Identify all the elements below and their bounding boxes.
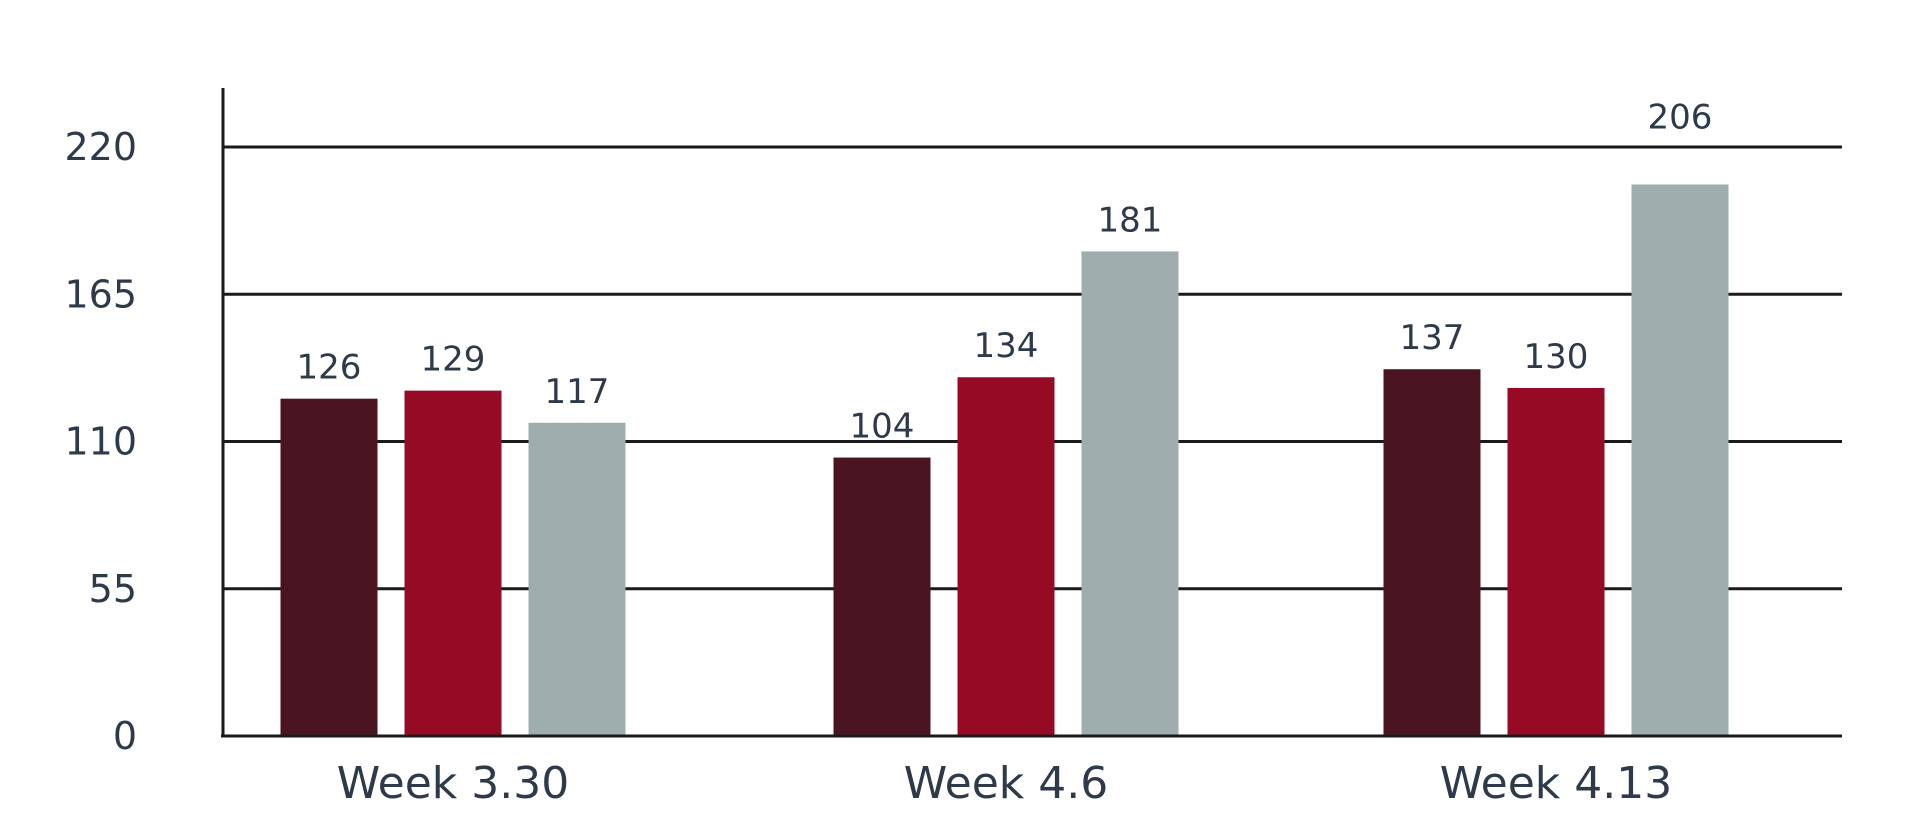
bar bbox=[528, 422, 626, 736]
data-label: 134 bbox=[974, 326, 1039, 366]
y-tick-label: 0 bbox=[113, 714, 137, 758]
data-label: 104 bbox=[850, 407, 915, 447]
bar bbox=[404, 390, 502, 736]
data-label: 137 bbox=[1400, 318, 1465, 358]
bar bbox=[1383, 369, 1481, 736]
y-tick-label: 110 bbox=[64, 420, 137, 464]
bar bbox=[1507, 387, 1605, 736]
bar bbox=[957, 377, 1055, 736]
bar bbox=[1081, 251, 1179, 736]
y-tick-label: 55 bbox=[89, 567, 137, 611]
data-label: 130 bbox=[1524, 337, 1589, 377]
data-label: 181 bbox=[1098, 200, 1163, 240]
y-tick-label: 165 bbox=[64, 272, 137, 316]
bar bbox=[1631, 184, 1729, 736]
labels: 0 55 110 165 220 126 129 117 Week 3.30 104 134 181 W… bbox=[64, 97, 1712, 809]
data-label: 117 bbox=[545, 372, 610, 412]
data-label: 206 bbox=[1648, 97, 1713, 137]
bar bbox=[833, 457, 931, 736]
bars bbox=[280, 184, 1729, 736]
bar bbox=[280, 398, 378, 736]
axes bbox=[221, 88, 1842, 738]
data-label: 126 bbox=[297, 348, 362, 388]
y-tick-label: 220 bbox=[64, 125, 137, 169]
data-label: 129 bbox=[421, 340, 486, 380]
x-category-label: Week 3.30 bbox=[337, 758, 570, 809]
x-category-label: Week 4.13 bbox=[1440, 758, 1673, 809]
x-category-label: Week 4.6 bbox=[904, 758, 1109, 809]
